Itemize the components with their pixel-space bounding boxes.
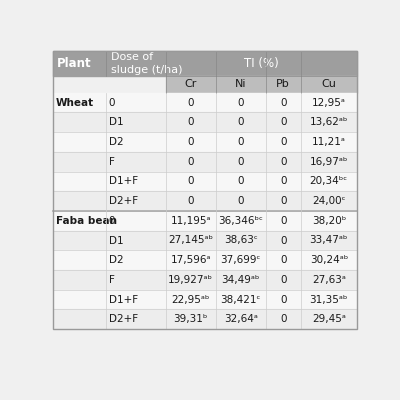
Text: 0: 0	[109, 216, 115, 226]
Text: 0: 0	[187, 196, 194, 206]
Bar	[53, 191, 357, 211]
Text: 37,699ᶜ: 37,699ᶜ	[220, 255, 261, 265]
Text: 0: 0	[280, 98, 286, 108]
Text: 36,346ᵇᶜ: 36,346ᵇᶜ	[218, 216, 263, 226]
Text: 0: 0	[238, 196, 244, 206]
Bar	[53, 270, 357, 290]
Text: D2+F: D2+F	[109, 196, 138, 206]
Text: 0: 0	[280, 117, 286, 127]
Text: 29,45ᵃ: 29,45ᵃ	[312, 314, 346, 324]
Text: Ni: Ni	[235, 79, 246, 89]
Bar	[53, 132, 357, 152]
Text: 0: 0	[280, 275, 286, 285]
Text: 0: 0	[280, 157, 286, 167]
Text: 0: 0	[238, 117, 244, 127]
Text: 31,35ᵃᵇ: 31,35ᵃᵇ	[310, 295, 348, 305]
Text: 34,49ᵃᵇ: 34,49ᵃᵇ	[222, 275, 260, 285]
Text: 38,63ᶜ: 38,63ᶜ	[224, 236, 258, 246]
Text: 0: 0	[109, 98, 115, 108]
Text: 11,21ᵃ: 11,21ᵃ	[312, 137, 346, 147]
Text: 30,24ᵃᵇ: 30,24ᵃᵇ	[310, 255, 348, 265]
Text: 0: 0	[238, 157, 244, 167]
Text: D1: D1	[109, 117, 123, 127]
Text: F: F	[109, 157, 115, 167]
Text: 12,95ᵃ: 12,95ᵃ	[312, 98, 346, 108]
Text: 38,20ᵇ: 38,20ᵇ	[312, 216, 346, 226]
Text: 0: 0	[280, 295, 286, 305]
Bar	[53, 250, 357, 270]
Text: 0: 0	[280, 314, 286, 324]
Text: Dose of
sludge (t/ha): Dose of sludge (t/ha)	[111, 52, 182, 74]
Text: 24,00ᶜ: 24,00ᶜ	[312, 196, 346, 206]
Text: D2: D2	[109, 255, 123, 265]
Text: 22,95ᵃᵇ: 22,95ᵃᵇ	[171, 295, 210, 305]
Text: 19,927ᵃᵇ: 19,927ᵃᵇ	[168, 275, 213, 285]
Bar	[53, 93, 357, 112]
Text: Wheat: Wheat	[56, 98, 94, 108]
Text: Pb: Pb	[276, 79, 290, 89]
Text: Plant: Plant	[57, 57, 92, 70]
Text: 0: 0	[238, 137, 244, 147]
Text: D1+F: D1+F	[109, 176, 138, 186]
Text: 27,63ᵃ: 27,63ᵃ	[312, 275, 346, 285]
Text: 0: 0	[280, 137, 286, 147]
Text: 0: 0	[280, 236, 286, 246]
Text: D1: D1	[109, 236, 123, 246]
Text: 20,34ᵇᶜ: 20,34ᵇᶜ	[310, 176, 348, 186]
Text: Cu: Cu	[321, 79, 336, 89]
Text: 38,421ᶜ: 38,421ᶜ	[220, 295, 261, 305]
Bar	[53, 112, 357, 132]
Text: 32,64ᵃ: 32,64ᵃ	[224, 314, 258, 324]
Text: 13,62ᵃᵇ: 13,62ᵃᵇ	[310, 117, 348, 127]
Text: 0: 0	[280, 255, 286, 265]
Text: D2: D2	[109, 137, 123, 147]
Text: F: F	[109, 275, 115, 285]
Text: D2+F: D2+F	[109, 314, 138, 324]
Bar	[166, 76, 357, 93]
Bar	[53, 231, 357, 250]
Bar	[53, 51, 357, 76]
Text: 0: 0	[280, 216, 286, 226]
Text: 0: 0	[238, 176, 244, 186]
Text: 33,47ᵃᵇ: 33,47ᵃᵇ	[310, 236, 348, 246]
Text: 0: 0	[187, 176, 194, 186]
Bar	[53, 290, 357, 310]
Text: 27,145ᵃᵇ: 27,145ᵃᵇ	[168, 236, 213, 246]
Bar	[53, 310, 357, 329]
Text: 0: 0	[187, 137, 194, 147]
Bar	[53, 152, 357, 172]
Text: TI (%): TI (%)	[244, 57, 278, 70]
Text: 11,195ᵃ: 11,195ᵃ	[170, 216, 211, 226]
Text: 0: 0	[280, 176, 286, 186]
Text: D1+F: D1+F	[109, 295, 138, 305]
Text: 0: 0	[187, 98, 194, 108]
Bar	[53, 211, 357, 231]
Text: 0: 0	[187, 117, 194, 127]
Text: 17,596ᵃ: 17,596ᵃ	[170, 255, 211, 265]
Text: Faba bean: Faba bean	[56, 216, 116, 226]
Text: 0: 0	[280, 196, 286, 206]
Text: 0: 0	[187, 157, 194, 167]
Text: 0: 0	[238, 98, 244, 108]
Text: 16,97ᵃᵇ: 16,97ᵃᵇ	[310, 157, 348, 167]
Bar	[53, 172, 357, 191]
Text: Cr: Cr	[184, 79, 197, 89]
Text: 39,31ᵇ: 39,31ᵇ	[173, 314, 208, 324]
